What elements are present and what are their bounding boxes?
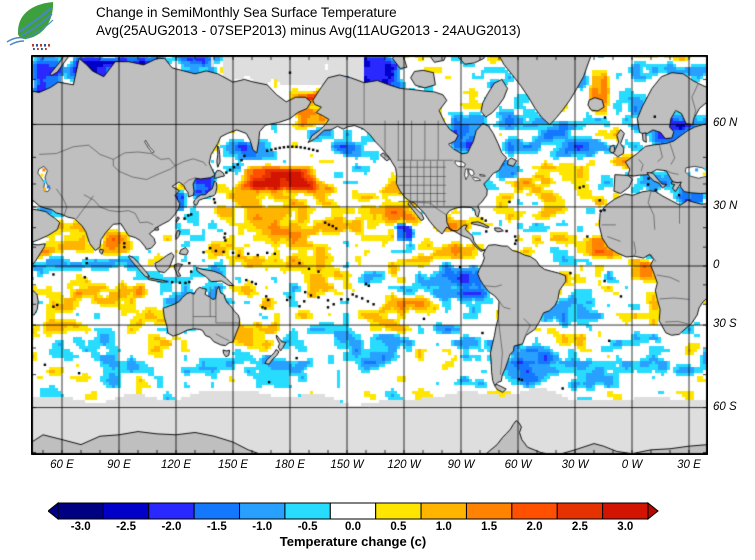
colorbar-value-label: 1.5 <box>481 521 498 533</box>
lon-tick-label: 120 W <box>387 459 421 471</box>
figure-title: Change in SemiMonthly Sea Surface Temper… <box>96 4 521 40</box>
colorbar-value-label: -2.0 <box>161 521 182 533</box>
agency-leaf-logo <box>6 2 54 50</box>
lon-tick-label: 60 W <box>504 459 532 471</box>
colorbar-segment <box>193 502 241 520</box>
colorbar-segment <box>284 502 331 520</box>
colorbar-value-label: -1.5 <box>206 521 227 533</box>
colorbar-segment <box>602 502 649 520</box>
lat-tick-label: 30 S <box>713 318 737 331</box>
colorbar-segment <box>420 502 467 520</box>
colorbar-value-label: -3.0 <box>70 521 91 533</box>
temperature-colorbar <box>48 502 659 521</box>
lon-tick-label: 150 E <box>217 459 249 471</box>
lat-tick-label: 60 N <box>713 117 738 130</box>
lat-tick-label: 30 N <box>713 199 738 212</box>
colorbar-segment <box>511 502 558 520</box>
lon-tick-label: 30 W <box>561 459 589 471</box>
lon-tick-label: 0 W <box>621 459 643 471</box>
lat-tick-label: 60 S <box>713 400 737 413</box>
colorbar-segment <box>102 502 150 520</box>
colorbar-segment <box>239 502 286 520</box>
colorbar-left-arrow <box>48 502 59 521</box>
colorbar-value-label: 3.0 <box>617 521 634 533</box>
title-line-2: Avg(25AUG2013 - 07SEP2013) minus Avg(11A… <box>96 23 521 38</box>
colorbar-value-label: 0.5 <box>390 521 407 533</box>
colorbar-value-label: 2.5 <box>571 521 588 533</box>
colorbar-segment <box>329 502 377 520</box>
lon-tick-label: 150 W <box>330 459 364 471</box>
world-sst-anomaly-map <box>31 55 708 455</box>
colorbar-value-label: 1.0 <box>435 521 452 533</box>
logo-lettering <box>32 44 50 50</box>
colorbar-right-arrow <box>647 502 659 521</box>
lon-tick-label: 120 E <box>160 459 192 471</box>
colorbar-segment <box>148 502 195 520</box>
colorbar-caption: Temperature change (c) <box>279 534 427 549</box>
lon-tick-label: 90 W <box>447 459 475 471</box>
colorbar-segment <box>375 502 422 520</box>
colorbar-segment <box>556 502 604 520</box>
lon-tick-label: 180 E <box>274 459 306 471</box>
colorbar-value-label: -1.0 <box>252 521 273 533</box>
colorbar-value-label: 2.0 <box>526 521 543 533</box>
colorbar-segment <box>465 502 513 520</box>
lat-tick-label: 0 <box>713 259 720 271</box>
title-line-1: Change in SemiMonthly Sea Surface Temper… <box>96 5 397 20</box>
colorbar-value-label: -0.5 <box>297 521 318 533</box>
lon-tick-label: 90 E <box>107 459 131 471</box>
colorbar-value-label: 0.0 <box>344 521 361 533</box>
lon-tick-label: 60 E <box>50 459 74 471</box>
lon-tick-label: 30 E <box>677 459 701 471</box>
colorbar-segment <box>57 502 104 520</box>
colorbar-value-label: -2.5 <box>116 521 136 533</box>
